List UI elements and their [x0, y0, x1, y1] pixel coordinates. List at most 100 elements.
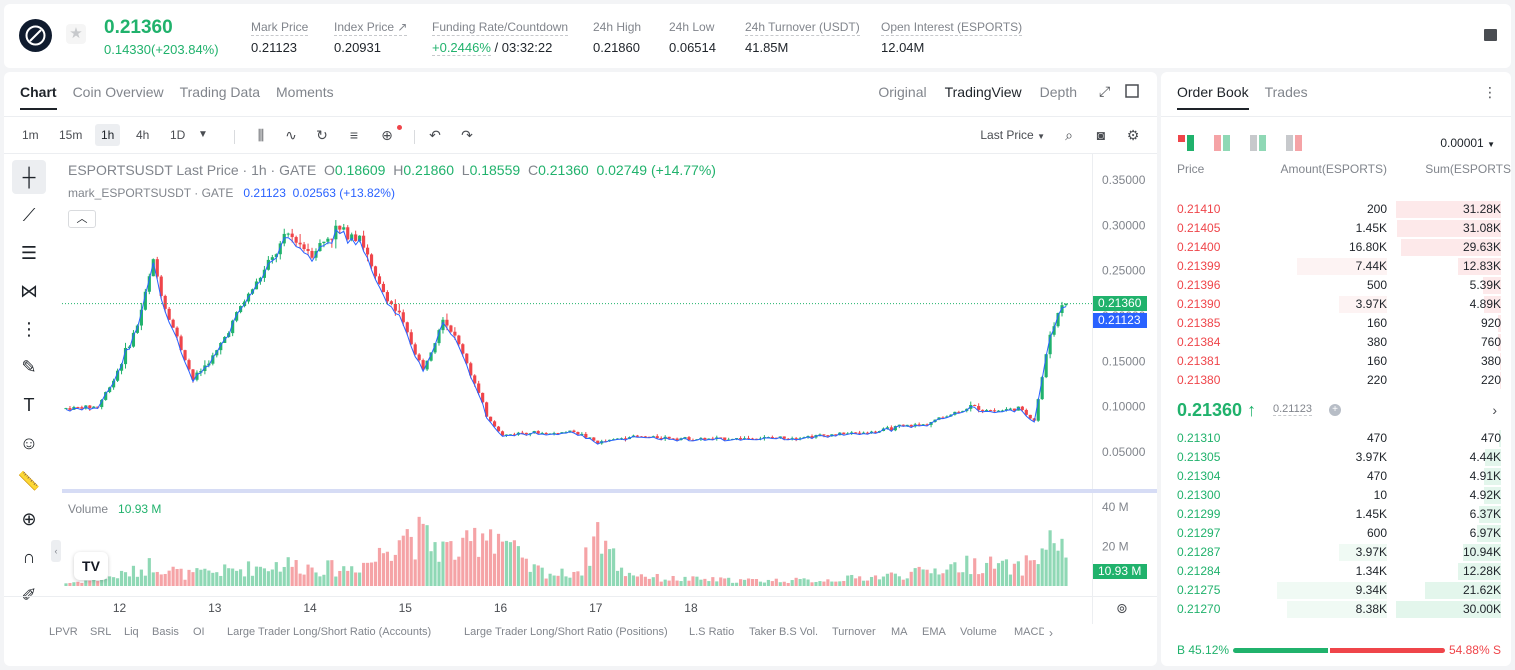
indicator-macd[interactable]: MACD [1014, 626, 1044, 638]
add-indicator-icon[interactable]: ⊕ [381, 127, 393, 143]
ask-row[interactable]: 0.21410 200 31.28K [1161, 200, 1511, 219]
gear-icon[interactable]: ⚙ [1126, 127, 1140, 143]
stat-label[interactable]: Index Price ↗ [334, 20, 408, 36]
bid-row[interactable]: 0.21297 600 6.97K [1161, 524, 1511, 543]
bid-row[interactable]: 0.21287 3.97K 10.94K [1161, 543, 1511, 562]
trendline-icon[interactable]: ⟋ [22, 205, 36, 225]
tradingview-logo[interactable]: TV [74, 552, 108, 580]
volume-bar [1044, 549, 1048, 586]
collapse-tools-icon[interactable]: ‹ [51, 540, 61, 562]
search-icon[interactable]: ⌕ [1065, 127, 1073, 143]
chevron-right-icon[interactable]: › [1049, 626, 1053, 640]
favorite-star-icon[interactable]: ★ [66, 24, 86, 44]
timeframe-1h[interactable]: 1h [95, 124, 121, 146]
templates-icon[interactable]: ≡ [349, 127, 359, 143]
indicator-ltlsr-accounts[interactable]: Large Trader Long/Short Ratio (Accounts) [227, 626, 432, 638]
window-icon[interactable] [1125, 84, 1139, 98]
tab-chart[interactable]: Chart [20, 84, 57, 110]
layout-asks-icon[interactable] [1286, 135, 1302, 151]
indicator-taker-vol[interactable]: Taker B.S Vol. [749, 626, 819, 638]
candle-body [834, 434, 838, 436]
tab-trading-data[interactable]: Trading Data [179, 84, 261, 100]
bid-row[interactable]: 0.21275 9.34K 21.62K [1161, 581, 1511, 600]
expand-icon[interactable]: ⤢ [1099, 83, 1111, 99]
magnet-icon[interactable]: ∩ [22, 547, 36, 567]
indicators-icon[interactable]: ∿ [285, 127, 297, 143]
layout-both-icon[interactable] [1178, 135, 1194, 151]
tab-moments[interactable]: Moments [276, 84, 334, 100]
auto-scale-icon[interactable]: ⊚ [1116, 600, 1128, 616]
indicator-ls-ratio[interactable]: L.S Ratio [689, 626, 735, 638]
ask-row[interactable]: 0.21400 16.80K 29.63K [1161, 238, 1511, 257]
bid-row[interactable]: 0.21310 470 470 [1161, 429, 1511, 448]
timeframe-15m[interactable]: 15m [59, 128, 83, 142]
stat-label[interactable]: Mark Price [251, 20, 309, 36]
bid-row[interactable]: 0.21284 1.34K 12.28K [1161, 562, 1511, 581]
indicator-liq[interactable]: Liq [124, 626, 139, 638]
chevron-down-icon[interactable]: ▼ [198, 129, 208, 140]
horizontal-lines-icon[interactable]: ☰ [20, 243, 38, 263]
ask-row[interactable]: 0.21384 380 760 [1161, 333, 1511, 352]
view-tradingview[interactable]: TradingView [944, 84, 1022, 100]
chevron-right-icon[interactable]: › [1492, 402, 1497, 418]
tab-trades[interactable]: Trades [1264, 84, 1308, 100]
tab-coin-overview[interactable]: Coin Overview [72, 84, 164, 100]
price-chart[interactable]: 0.350000.300000.250000.200000.150000.100… [4, 154, 1157, 624]
bid-row[interactable]: 0.21270 8.38K 30.00K [1161, 600, 1511, 619]
indicator-ltlsr-positions[interactable]: Large Trader Long/Short Ratio (Positions… [464, 626, 668, 638]
layout-bids-icon[interactable] [1250, 135, 1266, 151]
indicator-ma[interactable]: MA [891, 626, 908, 638]
bid-row[interactable]: 0.21305 3.97K 4.44K [1161, 448, 1511, 467]
redo-icon[interactable]: ↷ [461, 127, 473, 143]
timeframe-4h[interactable]: 4h [136, 128, 150, 142]
camera-icon[interactable]: ◙ [1096, 127, 1106, 143]
stat-label[interactable]: Funding Rate/Countdown [432, 20, 569, 36]
pencil-lock-icon[interactable]: ✐ [21, 585, 37, 605]
indicator-lpvr[interactable]: LPVR [49, 626, 78, 638]
ask-row[interactable]: 0.21390 3.97K 4.89K [1161, 295, 1511, 314]
refresh-icon[interactable]: ↻ [316, 127, 328, 143]
indicator-volume[interactable]: Volume [960, 626, 997, 638]
indicator-srl[interactable]: SRL [90, 626, 112, 638]
precision-select[interactable]: 0.00001 ▼ [1440, 136, 1495, 150]
timeframe-1d[interactable]: 1D [170, 128, 186, 142]
volume-bar [500, 541, 505, 586]
indicator-ema[interactable]: EMA [922, 626, 946, 638]
bid-row[interactable]: 0.21304 470 4.91K [1161, 467, 1511, 486]
pattern-icon[interactable]: ⋈ [20, 281, 38, 301]
ask-row[interactable]: 0.21405 1.45K 31.08K [1161, 219, 1511, 238]
more-menu-icon[interactable]: ⋮ [1483, 84, 1497, 100]
brush-icon[interactable]: ✎ [21, 357, 37, 377]
undo-icon[interactable]: ↶ [429, 127, 441, 143]
view-original[interactable]: Original [878, 84, 927, 100]
bid-row[interactable]: 0.21300 10 4.92K [1161, 486, 1511, 505]
timeframe-1m[interactable]: 1m [22, 128, 39, 142]
price-axis-label: 0.30000 [1102, 218, 1146, 232]
info-icon[interactable]: + [1329, 404, 1341, 416]
ask-row[interactable]: 0.21380 220 220 [1161, 371, 1511, 390]
ask-row[interactable]: 0.21385 160 920 [1161, 314, 1511, 333]
ask-row[interactable]: 0.21381 160 380 [1161, 352, 1511, 371]
layout-split-icon[interactable] [1214, 135, 1230, 151]
emoji-icon[interactable]: ☺ [19, 433, 39, 453]
book-icon[interactable] [1484, 29, 1497, 41]
order-sum: 380 [1480, 354, 1501, 368]
stat-label[interactable]: 24h Turnover (USDT) [745, 20, 860, 36]
indicator-turnover[interactable]: Turnover [832, 626, 876, 638]
tab-order-book[interactable]: Order Book [1177, 84, 1249, 110]
ask-row[interactable]: 0.21399 7.44K 12.83K [1161, 257, 1511, 276]
fib-icon[interactable]: ⋮ [20, 319, 38, 339]
crosshair-icon[interactable]: ┼ [12, 160, 46, 194]
stat-label[interactable]: Open Interest (ESPORTS) [881, 20, 1023, 36]
zoom-in-icon[interactable]: ⊕ [21, 509, 37, 529]
price-type-select[interactable]: Last Price ▼ [980, 128, 1045, 142]
ask-row[interactable]: 0.21396 500 5.39K [1161, 276, 1511, 295]
bid-row[interactable]: 0.21299 1.45K 6.37K [1161, 505, 1511, 524]
view-depth[interactable]: Depth [1039, 84, 1077, 100]
ruler-icon[interactable]: 📏 [17, 471, 41, 491]
collapse-legend-button[interactable]: ︿ [68, 210, 96, 228]
text-tool-icon[interactable]: T [23, 395, 35, 415]
candle-type-icon[interactable]: ⫼ [257, 127, 265, 143]
indicator-oi[interactable]: OI [193, 626, 205, 638]
indicator-basis[interactable]: Basis [152, 626, 179, 638]
